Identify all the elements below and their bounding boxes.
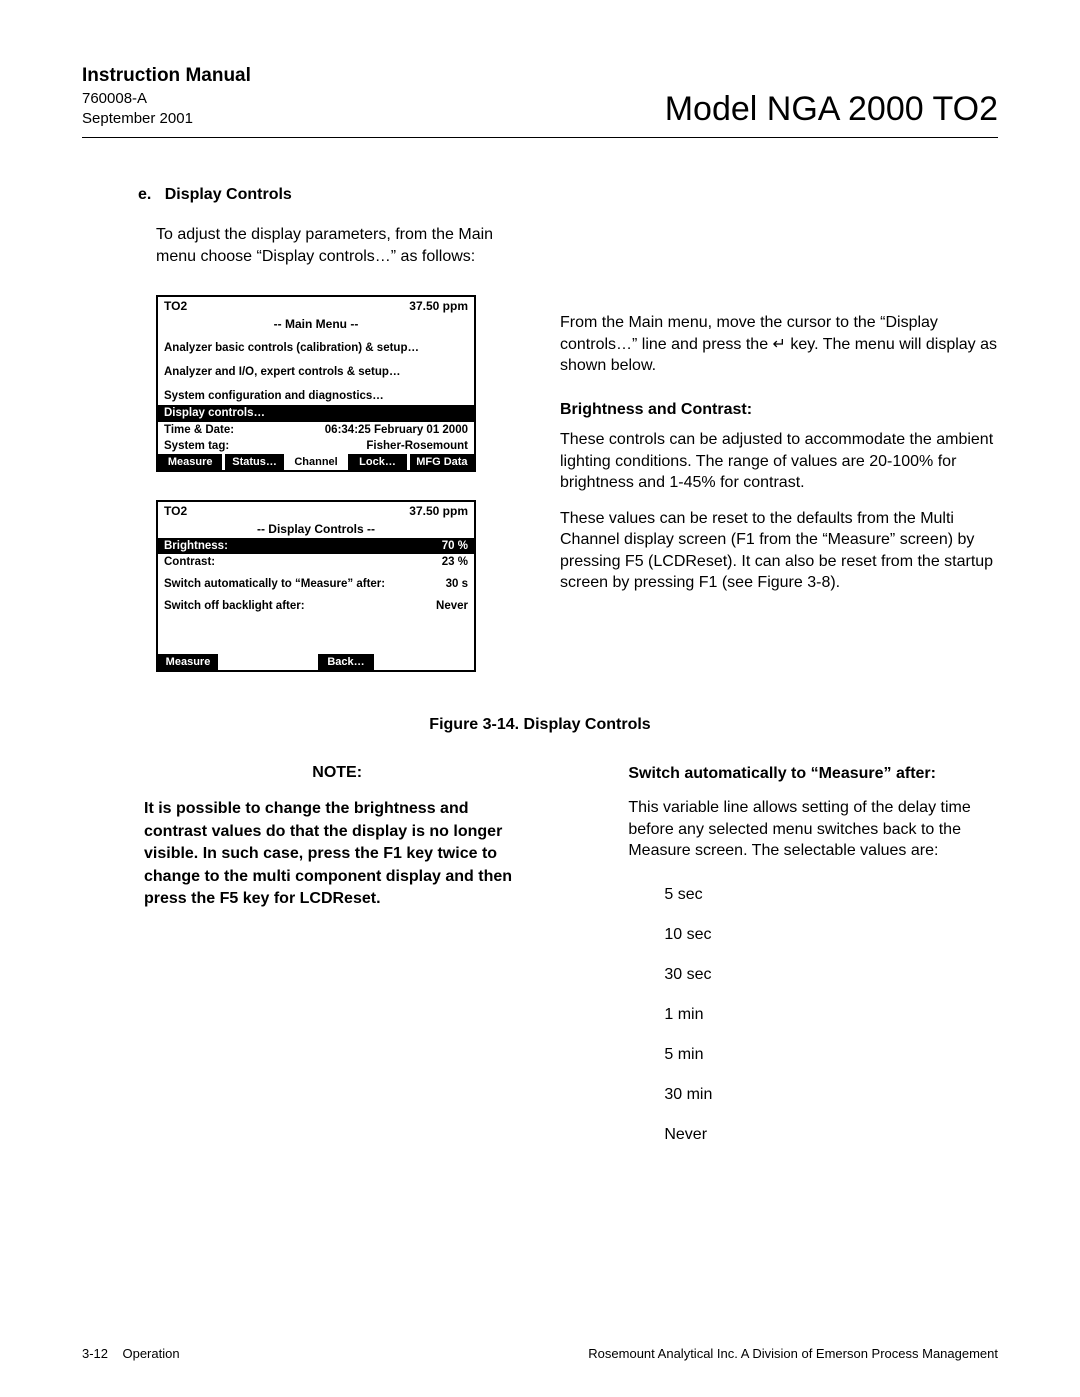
device-label: TO2 [164, 504, 187, 518]
backlight-value[interactable]: Never [436, 600, 468, 612]
menu-item[interactable]: Analyzer and I/O, expert controls & setu… [158, 363, 474, 381]
note-heading: NOTE: [156, 764, 518, 782]
switch-label: Switch automatically to “Measure” after: [164, 578, 385, 590]
paragraph: These controls can be adjusted to accomm… [560, 429, 998, 494]
back-button[interactable]: Back… [318, 654, 374, 670]
brightness-label: Brightness: [164, 540, 228, 552]
main-menu-screen: TO2 37.50 ppm -- Main Menu -- Analyzer b… [156, 295, 476, 472]
list-item: 5 sec [628, 886, 998, 904]
doc-number: 760008-A [82, 89, 251, 109]
channel-button[interactable]: Channel [287, 454, 345, 470]
page-number: 3-12 [82, 1346, 108, 1361]
page-footer: 3-12 Operation Rosemount Analytical Inc.… [82, 1346, 998, 1361]
paragraph: These values can be reset to the default… [560, 508, 998, 594]
paragraph: This variable line allows setting of the… [628, 797, 998, 862]
paragraph: From the Main menu, move the cursor to t… [560, 312, 998, 377]
enter-key-icon: ↵ [773, 336, 786, 353]
note-body: It is possible to change the brightness … [144, 798, 518, 910]
reading-value: 37.50 ppm [409, 504, 468, 518]
switch-value[interactable]: 30 s [446, 578, 468, 590]
footer-left: 3-12 Operation [82, 1346, 180, 1361]
list-item: 1 min [628, 1006, 998, 1024]
list-item: 10 sec [628, 926, 998, 944]
contrast-value[interactable]: 23 % [442, 556, 468, 568]
section-name: Operation [122, 1346, 179, 1361]
brightness-value[interactable]: 70 % [442, 540, 468, 552]
values-list: 5 sec 10 sec 30 sec 1 min 5 min 30 min N… [628, 886, 998, 1144]
measure-button[interactable]: Measure [158, 654, 218, 670]
measure-button[interactable]: Measure [158, 454, 222, 470]
tag-label: System tag: [164, 440, 229, 452]
section-heading: e. Display Controls [138, 186, 520, 204]
list-item: 30 min [628, 1086, 998, 1104]
switch-auto-heading: Switch automatically to “Measure” after: [628, 764, 998, 785]
tag-value: Fisher-Rosemount [366, 440, 468, 452]
footer-right: Rosemount Analytical Inc. A Division of … [588, 1346, 998, 1361]
figure-caption: Figure 3-14. Display Controls [82, 716, 998, 734]
backlight-label: Switch off backlight after: [164, 600, 305, 612]
page-header: Instruction Manual 760008-A September 20… [82, 63, 998, 138]
mfg-data-button[interactable]: MFG Data [410, 454, 474, 470]
right-column: From the Main menu, move the cursor to t… [560, 186, 998, 700]
brightness-contrast-heading: Brightness and Contrast: [560, 401, 998, 419]
header-left: Instruction Manual 760008-A September 20… [82, 63, 251, 129]
reading-value: 37.50 ppm [409, 299, 468, 313]
section-letter: e. [138, 186, 151, 203]
screen-title: -- Main Menu -- [158, 315, 474, 333]
status-button[interactable]: Status… [225, 454, 283, 470]
menu-item[interactable]: System configuration and diagnostics… [158, 387, 474, 405]
display-controls-screen: TO2 37.50 ppm -- Display Controls -- Bri… [156, 500, 476, 672]
menu-item[interactable]: Analyzer basic controls (calibration) & … [158, 339, 474, 357]
screen-title: -- Display Controls -- [158, 520, 474, 538]
button-row: Measure Status… Channel Lock… MFG Data [158, 454, 474, 470]
list-item: 5 min [628, 1046, 998, 1064]
list-item: 30 sec [628, 966, 998, 984]
doc-date: September 2001 [82, 109, 251, 129]
device-label: TO2 [164, 299, 187, 313]
list-item: Never [628, 1126, 998, 1144]
model-title: Model NGA 2000 TO2 [665, 90, 998, 129]
menu-item-selected[interactable]: Display controls… [158, 405, 474, 421]
manual-title: Instruction Manual [82, 63, 251, 89]
lock-button[interactable]: Lock… [348, 454, 406, 470]
contrast-label: Contrast: [164, 556, 215, 568]
button-row: Measure Back… [158, 654, 474, 670]
time-value: 06:34:25 February 01 2000 [325, 424, 468, 436]
time-label: Time & Date: [164, 424, 234, 436]
section-title: Display Controls [165, 186, 292, 203]
section-intro: To adjust the display parameters, from t… [156, 224, 520, 267]
